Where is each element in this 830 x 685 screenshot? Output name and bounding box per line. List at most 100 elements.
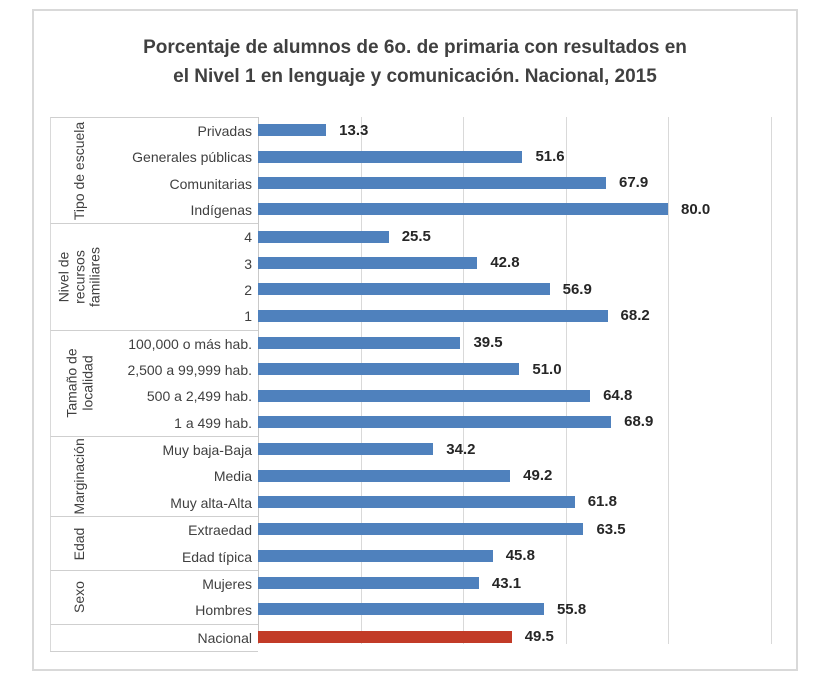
bar-row: 63.5 [258,516,786,542]
group-label-block: Tamaño de localidad 100,000 o más hab. 2,5… [50,329,258,437]
bar-row: 49.2 [258,462,786,488]
category-labels: 100,000 o más hab. 2,500 a 99,999 hab. 500… [109,331,258,436]
value-label: 42.8 [490,254,520,272]
category-labels: Nacional [109,625,258,651]
bar-row: 45.8 [258,543,786,569]
group-label-cell: Nivel de recursos familiares [51,224,109,329]
bars-block: 34.2 49.2 61.8 [258,436,786,516]
category-label: Media [213,468,252,485]
bar [258,256,478,269]
value-label: 49.5 [524,628,554,646]
bar [258,415,612,428]
value-label: 56.9 [562,280,592,298]
group-label-block: Nivel de recursos familiares 4 3 2 1 [50,223,258,330]
group-label-cell: Tipo de escuela [51,118,109,223]
bars-block: 13.3 51.6 67.9 80.0 [258,117,786,223]
value-label: 80.0 [681,200,711,218]
bar [258,495,575,508]
bar [258,603,544,616]
category-label: Mujeres [202,575,252,592]
chart-group-row: Nacional 49.5 [50,623,786,651]
bar [258,336,461,349]
group-label-block: Sexo Mujeres Hombres [50,569,258,624]
category-labels: Privadas Generales públicas Comunitarias In… [109,118,258,223]
bar [258,150,523,163]
chart-title-line1: Porcentaje de alumnos de 6o. de primaria… [143,37,687,58]
bar-row: 43.1 [258,570,786,596]
bar-row: 80.0 [258,196,786,222]
bar-row: 51.0 [258,356,786,382]
chart-plot-area: Tipo de escuela Privadas Generales pública… [50,117,786,652]
group-label: Nivel de recursos familiares [55,247,103,308]
bar-row: 68.9 [258,409,786,435]
group-label-block: Edad Extraedad Edad típica [50,516,258,570]
value-label: 39.5 [473,334,503,352]
bar [258,443,434,456]
bar-row: 49.5 [258,624,786,650]
category-label: 3 [244,255,252,272]
category-label: Edad típica [181,548,252,565]
value-label: 63.5 [596,520,626,538]
value-label: 61.8 [587,493,617,511]
category-labels: Muy baja-Baja Media Muy alta-Alta [109,437,258,516]
bar [258,577,479,590]
value-label: 49.2 [523,467,553,485]
group-label-cell: Sexo [51,571,109,624]
category-label: Muy alta-Alta [170,494,252,511]
group-label-block: Nacional [50,623,258,651]
value-label: 51.6 [535,148,565,166]
bar-row: 42.8 [258,250,786,276]
group-label-cell: Tamaño de localidad [51,331,109,436]
group-label-cell [51,625,109,651]
group-label-cell: Marginación [51,437,109,516]
value-label: 64.8 [603,387,633,405]
bars-block: 63.5 45.8 [258,516,786,570]
bar [258,549,493,562]
category-label: 2 [244,282,252,299]
label-area-bottom-border [50,650,258,652]
bars-block: 39.5 51.0 64.8 68.9 [258,330,786,436]
value-label: 34.2 [446,440,476,458]
chart-group-row: Sexo Mujeres Hombres 43.1 55.8 [50,569,786,624]
category-labels: 4 3 2 1 [109,224,258,329]
chart-figure: Porcentaje de alumnos de 6o. de primaria… [32,9,798,671]
chart-group-row: Tamaño de localidad 100,000 o más hab. 2,5… [50,329,786,437]
bar-row: 34.2 [258,436,786,462]
chart-title-line2: el Nivel 1 en lenguaje y comunicación. N… [173,66,657,88]
bar [258,230,389,243]
category-label: 4 [244,229,252,246]
bar [258,203,668,216]
category-label: 1 a 499 hab. [174,414,252,431]
value-label: 25.5 [401,228,431,246]
bar-row: 13.3 [258,117,786,143]
category-label: Comunitarias [169,175,252,192]
bar-row: 64.8 [258,382,786,408]
bars-block: 49.5 [258,624,786,651]
group-label-block: Tipo de escuela Privadas Generales pública… [50,117,258,224]
bar [258,389,591,402]
category-label: 100,000 o más hab. [128,335,252,352]
value-label: 45.8 [505,547,535,565]
chart-group-row: Marginación Muy baja-Baja Media Muy alta-Al… [50,436,786,517]
chart-group-row: Nivel de recursos familiares 4 3 2 1 25.5 42.8… [50,223,786,330]
group-label: Marginación [71,437,88,515]
category-label: Hombres [195,602,252,619]
bar-row: 68.2 [258,302,786,328]
category-label: Nacional [197,629,252,646]
value-label: 68.9 [624,413,654,431]
bar [258,523,584,536]
bar-row: 51.6 [258,143,786,169]
category-label: Generales públicas [132,149,252,166]
bar [258,363,520,376]
category-label: Extraedad [188,522,252,539]
category-label: 2,500 a 99,999 hab. [127,362,252,379]
bar-row: 25.5 [258,223,786,249]
value-label: 51.0 [532,360,562,378]
group-label: Sexo [71,581,88,614]
bar [258,176,606,189]
category-label: Indígenas [190,202,253,219]
chart-group-row: Tipo de escuela Privadas Generales pública… [50,117,786,224]
value-label: 68.2 [620,307,650,325]
bar [258,283,550,296]
group-label: Tamaño de localidad [63,348,95,419]
